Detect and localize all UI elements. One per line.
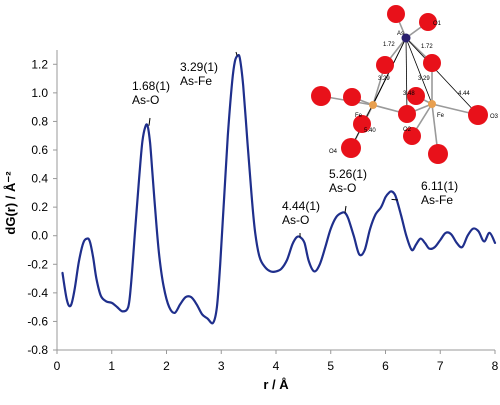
inset-label-d3: 3.29 <box>378 76 390 82</box>
x-tick-label: 2 <box>163 359 170 373</box>
annotation-pair: As-O <box>282 213 309 227</box>
inset-label-o2: O2 <box>403 127 412 133</box>
y-tick-label: 0.4 <box>31 172 48 186</box>
x-tick-label: 3 <box>218 359 225 373</box>
oxygen-atom <box>343 88 361 106</box>
y-tick-label: -0.2 <box>27 257 48 271</box>
x-tick-label: 4 <box>273 359 280 373</box>
annotation-pair: As-O <box>329 181 356 195</box>
x-tick-label: 0 <box>54 359 61 373</box>
y-tick-label: -0.8 <box>27 343 48 357</box>
annotations: 1.68(1)As-O3.29(1)As-Fe4.44(1)As-O5.26(1… <box>132 52 458 237</box>
y-axis-title: dG(r) / Å⁻² <box>3 171 18 235</box>
x-tick-label: 1 <box>108 359 115 373</box>
oxygen-atom <box>468 105 488 125</box>
annotation-distance: 4.44(1) <box>282 199 320 213</box>
y-tick-label: 0.2 <box>31 200 48 214</box>
inset-label-d7: 5.40 <box>364 128 376 134</box>
annotation-distance: 1.68(1) <box>132 79 170 93</box>
inset-atoms <box>311 5 488 164</box>
iron-atom <box>428 100 436 108</box>
y-tick-label: 1.2 <box>31 57 48 71</box>
inset-label-d6: 4.44 <box>458 91 470 97</box>
inset-label-d5: 3.48 <box>403 91 415 97</box>
oxygen-atom <box>398 105 416 123</box>
inset-label-o3: O3 <box>490 114 499 120</box>
inset-label-d1: 1.72 <box>383 42 395 48</box>
annotation-distance: 3.29(1) <box>180 60 218 74</box>
y-tick-label: 0.8 <box>31 114 48 128</box>
annotation-leader <box>345 206 346 213</box>
annotation-leader <box>236 52 237 56</box>
oxygen-atom <box>387 5 405 23</box>
oxygen-atom <box>428 144 448 164</box>
inset-label-d4: 3.29 <box>418 76 430 82</box>
y-tick-label: 0.0 <box>31 229 48 243</box>
inset-label-fe2: Fe <box>437 113 445 119</box>
annotation-pair: As-Fe <box>421 193 453 207</box>
annotation-pair: As-Fe <box>180 74 212 88</box>
inset-distance-line <box>406 38 407 114</box>
annotation-pair: As-O <box>132 93 159 107</box>
iron-atom <box>369 101 377 109</box>
x-tick-label: 7 <box>437 359 444 373</box>
inset-label-d2: 1.72 <box>421 44 433 50</box>
inset-label-o4: O4 <box>329 149 338 155</box>
y-tick-label: 1.0 <box>31 86 48 100</box>
ticks: 0 1 2 3 4 5 6 7 8 -0.8 -0.6 -0.4 -0.2 0.0 0.2 0.4 0.6 0.8… <box>27 57 498 373</box>
y-tick-label: -0.4 <box>27 286 48 300</box>
annotation-distance: 6.11(1) <box>421 179 458 193</box>
oxygen-atom <box>341 138 361 158</box>
annotation-leader <box>149 118 150 126</box>
structure-inset: As O1 1.72 1.72 3.29 3.29 3.48 4.44 Fe F… <box>311 5 499 164</box>
inset-label-o1: O1 <box>433 21 442 27</box>
inset-label-fe1: Fe <box>355 113 363 119</box>
oxygen-atom <box>376 56 394 74</box>
oxygen-atom <box>311 86 331 106</box>
x-axis-title: r / Å <box>263 377 289 392</box>
annotation-leader <box>392 199 398 200</box>
annotation-distance: 5.26(1) <box>329 167 367 181</box>
x-tick-label: 6 <box>382 359 389 373</box>
inset-label-as: As <box>397 31 404 37</box>
x-tick-label: 8 <box>492 359 499 373</box>
oxygen-atom <box>423 54 441 72</box>
y-tick-label: 0.6 <box>31 143 48 157</box>
x-tick-label: 5 <box>327 359 334 373</box>
y-tick-label: -0.6 <box>27 314 48 328</box>
